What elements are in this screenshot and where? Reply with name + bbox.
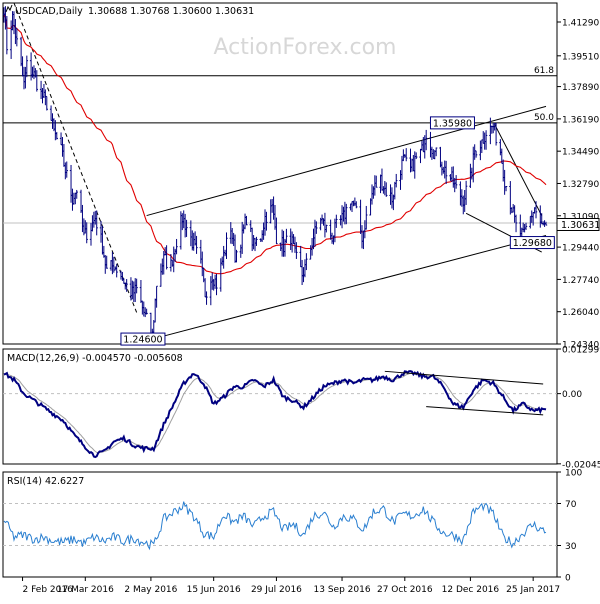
trendline <box>152 235 547 340</box>
rsi-lines <box>3 501 557 551</box>
price-y-tick-label: 1.26040 <box>562 308 599 318</box>
macd-y-tick-label: -0.020453 <box>562 460 600 470</box>
rsi-label: RSI(14) 42.6227 <box>7 476 84 487</box>
trendline <box>494 124 543 216</box>
price-y-tick-label: 1.31090 <box>562 212 599 222</box>
x-tick-label: 2 Feb 2016 <box>23 585 74 595</box>
price-y-tick-label: 1.39510 <box>562 52 599 62</box>
macd-trendline <box>426 406 544 416</box>
x-tick-label: 15 Jun 2016 <box>187 585 241 595</box>
symbol-label: USDCAD,Daily <box>15 6 83 17</box>
price-bars <box>2 6 548 339</box>
ohlc-label: 1.30688 1.30768 1.30600 1.30631 <box>88 6 254 17</box>
macd-y-tick-label: 0.012999 <box>562 346 600 356</box>
macd-panel-frame <box>2 348 558 465</box>
macd-lines <box>3 370 557 459</box>
watermark: ActionForex.com <box>214 35 397 60</box>
rsi-y-ticks: 100 70 30 0 <box>557 469 582 584</box>
price-panel-frame <box>2 2 558 345</box>
price-y-tick-label: 1.32790 <box>562 180 599 190</box>
x-tick-label: 12 Dec 2016 <box>442 585 500 595</box>
trendline <box>146 105 547 217</box>
price-y-tick-label: 1.29440 <box>562 244 599 254</box>
x-tick-label: 2 May 2016 <box>124 585 177 595</box>
level-label-text: 1.35980 <box>433 118 472 129</box>
fib-level-label: 50.0 <box>534 113 554 123</box>
last-price-text: 1.30631 <box>561 220 600 231</box>
x-tick-label: 17 Mar 2016 <box>57 585 114 595</box>
price-y-tick-label: 1.36190 <box>562 115 599 125</box>
price-y-tick-label: 1.41290 <box>562 18 599 28</box>
macd-label: MACD(12,26,9) -0.004570 -0.005608 <box>7 353 183 364</box>
moving-average-line <box>3 13 547 275</box>
annotated-levels: 1.35980 1.29680 1.24600 <box>120 116 555 346</box>
sma-line <box>3 13 547 275</box>
fib-level-label: 61.8 <box>534 66 554 76</box>
level-label-box <box>429 116 475 130</box>
level-label-box <box>509 236 555 250</box>
macd-line <box>3 370 547 459</box>
price-y-tick-label: 1.34490 <box>562 148 599 158</box>
price-trendlines <box>13 2 547 340</box>
rsi-y-tick-label: 30 <box>565 542 577 552</box>
price-y-tick-label: 1.24340 <box>562 341 599 351</box>
macd-y-ticks: 0.012999 0.00 -0.020453 <box>557 346 600 470</box>
last-price-box <box>556 217 600 231</box>
macd-y-tick-label: 0.00 <box>562 390 582 400</box>
price-y-tick-label: 1.37890 <box>562 83 599 93</box>
rsi-y-tick-label: 70 <box>565 500 577 510</box>
price-y-ticks: 1.41290 1.39510 1.37890 1.36190 1.34490 1.327… <box>557 18 599 351</box>
level-label-text: 1.24600 <box>123 335 162 346</box>
x-tick-label: 25 Jan 2017 <box>506 585 560 595</box>
macd-trendline <box>384 370 544 385</box>
level-label-text: 1.29680 <box>513 238 552 249</box>
level-label-box <box>120 332 166 346</box>
rsi-line <box>3 501 547 551</box>
chart-symbol-icon <box>5 4 13 13</box>
rsi-y-tick-label: 100 <box>565 469 582 479</box>
x-tick-label: 29 Jul 2016 <box>251 585 302 595</box>
last-price-tag: 1.30631 <box>556 217 600 231</box>
price-header: USDCAD,Daily 1.30688 1.30768 1.30600 1.3… <box>5 4 254 17</box>
x-tick-label: 13 Sep 2016 <box>314 585 371 595</box>
x-tick-label: 27 Oct 2016 <box>377 585 433 595</box>
price-y-tick-label: 1.27740 <box>562 276 599 286</box>
rsi-y-tick-label: 0 <box>565 574 571 584</box>
